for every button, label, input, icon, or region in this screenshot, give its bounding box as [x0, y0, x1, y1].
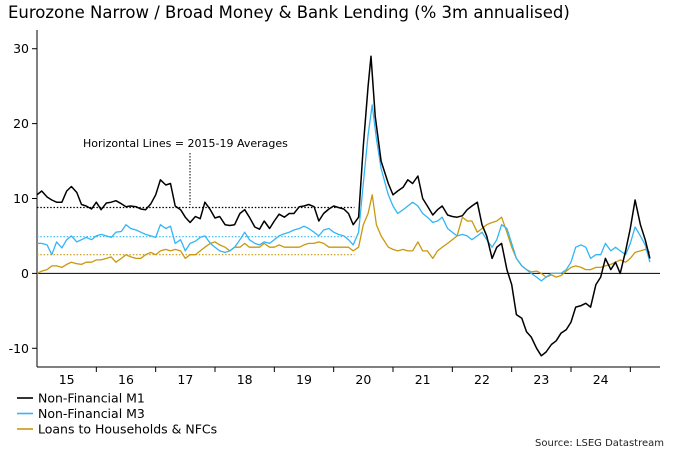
- legend-label: Loans to Households & NFCs: [38, 422, 217, 437]
- series-line-m3: [37, 104, 651, 282]
- y-tick-label: -10: [9, 341, 29, 356]
- x-tick-label: 21: [415, 372, 431, 387]
- x-tick-label: 18: [237, 372, 253, 387]
- source-note: Source: LSEG Datastream: [535, 438, 664, 449]
- x-tick-label: 22: [474, 372, 490, 387]
- average-reference-lines: [37, 206, 355, 256]
- annotation-text: Horizontal Lines = 2015-19 Averages: [83, 137, 288, 150]
- x-tick-label: 24: [593, 372, 609, 387]
- y-tick-label: 20: [13, 116, 29, 131]
- x-axis: 15 16 17 18 19 20 21 22 23 24: [59, 367, 631, 387]
- series-lines: [36, 55, 651, 357]
- x-tick-label: 17: [177, 372, 193, 387]
- series-line-m1: [36, 55, 651, 357]
- y-tick-label: 10: [13, 191, 29, 206]
- x-tick-label: 15: [59, 372, 75, 387]
- y-axis: -10 0 10 20 30: [9, 41, 37, 356]
- x-tick-label: 20: [355, 372, 371, 387]
- y-tick-label: 30: [13, 41, 29, 56]
- annotation: Horizontal Lines = 2015-19 Averages: [83, 137, 288, 205]
- legend-label: Non-Financial M1: [38, 391, 145, 406]
- chart-title: Eurozone Narrow / Broad Money & Bank Len…: [8, 3, 570, 22]
- y-tick-label: 0: [21, 266, 29, 281]
- x-tick-label: 19: [296, 372, 312, 387]
- x-tick-label: 16: [118, 372, 134, 387]
- plot-area: [36, 30, 660, 368]
- legend-label: Non-Financial M3: [38, 406, 145, 421]
- x-tick-label: 23: [533, 372, 549, 387]
